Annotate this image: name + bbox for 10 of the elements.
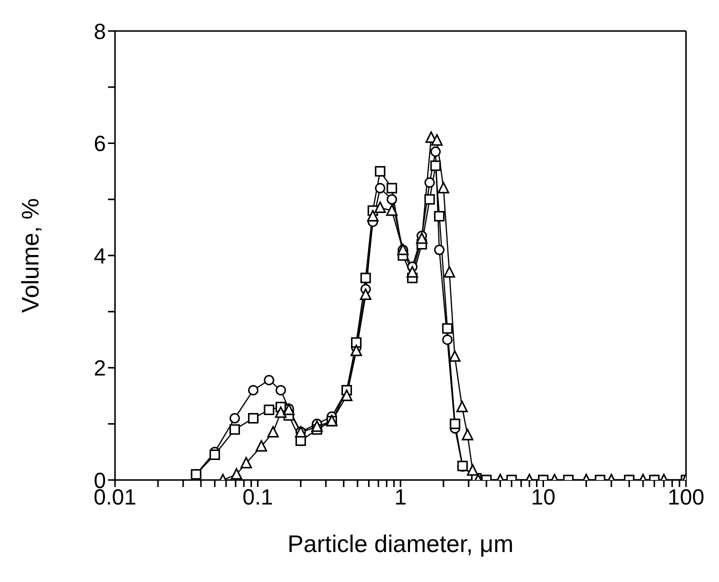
y-tick-label: 2 [94, 356, 106, 381]
x-axis-title: Particle diameter, μm [288, 531, 514, 558]
y-tick-label: 4 [94, 243, 106, 268]
x-tick-label: 0.1 [242, 484, 274, 510]
y-axis-title: Volume, % [18, 198, 45, 313]
x-tick-label: 1 [394, 484, 407, 510]
x-tick-label: 10 [531, 484, 556, 510]
y-tick-label: 6 [94, 131, 106, 156]
y-tick-label: 8 [94, 18, 106, 44]
x-tick-label: 100 [668, 484, 704, 510]
